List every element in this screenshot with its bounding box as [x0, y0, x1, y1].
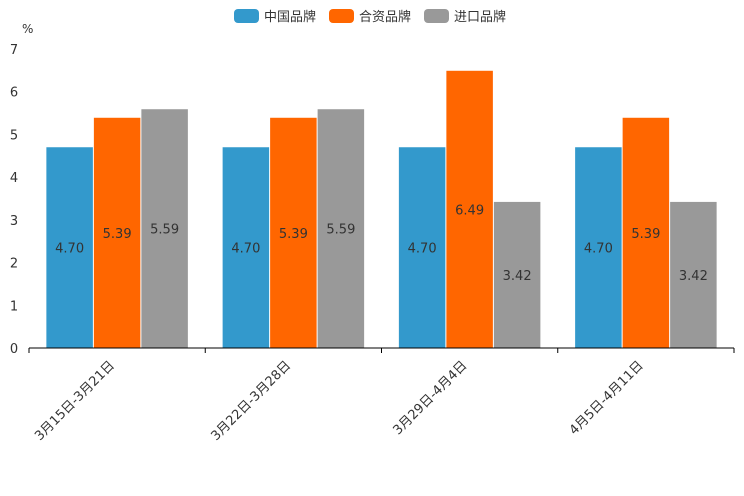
y-axis-unit-label: % [22, 22, 33, 36]
y-tick-label: 3 [10, 214, 18, 229]
bar-data-label: 5.59 [326, 223, 355, 238]
y-tick-label: 6 [10, 86, 18, 101]
bar-data-label: 3.42 [503, 269, 532, 284]
legend: 中国品牌 合资品牌 进口品牌 [234, 9, 506, 25]
x-category-label: 3月15日-3月21日 [32, 358, 118, 444]
bar-data-label: 5.39 [279, 227, 308, 242]
y-axis: 0 1 2 3 4 5 6 7 [10, 43, 18, 357]
bar [222, 147, 270, 348]
bar [141, 109, 188, 348]
bar [446, 70, 493, 348]
y-tick-label: 2 [10, 257, 18, 272]
legend-swatch [424, 9, 449, 23]
bar [622, 117, 670, 349]
x-category-label: 3月29日-4月4日 [391, 358, 471, 438]
x-axis: 3月15日-3月21日 3月22日-3月28日 3月29日-4月4日 4月5日-4月1… [28, 347, 735, 444]
bar-data-label: 4.70 [408, 242, 437, 257]
bar-data-label: 4.70 [584, 242, 613, 257]
legend-label: 合资品牌 [359, 9, 411, 25]
bar-data-label: 3.42 [679, 269, 708, 284]
bar-data-label: 4.70 [55, 242, 84, 257]
bar [670, 201, 717, 348]
bar-data-label: 5.39 [103, 227, 132, 242]
y-tick-label: 0 [10, 342, 18, 357]
y-tick-label: 5 [10, 128, 18, 143]
bar-data-label: 6.49 [455, 203, 484, 218]
x-category-label: 4月5日-4月11日 [567, 358, 647, 438]
legend-label: 进口品牌 [454, 9, 506, 25]
y-tick-label: 4 [10, 171, 18, 186]
bar [493, 201, 541, 348]
y-tick-label: 7 [10, 43, 18, 58]
bar [46, 147, 93, 348]
bar [575, 147, 622, 348]
legend-label: 中国品牌 [264, 9, 316, 25]
bar-data-label: 5.59 [150, 223, 179, 238]
legend-swatch [329, 9, 354, 23]
bar [270, 117, 317, 349]
bar [93, 117, 141, 349]
y-tick-label: 1 [10, 299, 18, 314]
bar-data-label: 4.70 [231, 242, 260, 257]
bars: 4.70 5.39 5.59 4.70 5.39 5.59 4.70 6.49 3.42 4.70… [46, 70, 717, 349]
bar [317, 109, 365, 348]
bar-data-label: 5.39 [631, 227, 660, 242]
x-category-label: 3月22日-3月28日 [208, 358, 294, 444]
legend-swatch [234, 9, 259, 23]
bar [398, 147, 446, 348]
